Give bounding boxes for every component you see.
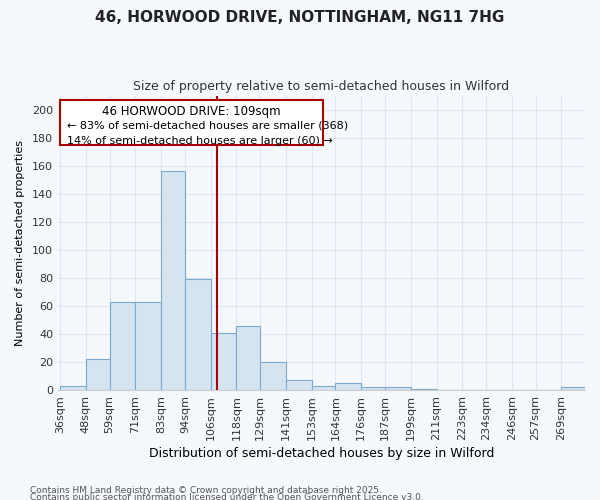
Bar <box>411 389 437 390</box>
Bar <box>110 302 136 390</box>
FancyBboxPatch shape <box>60 100 323 144</box>
Text: ← 83% of semi-detached houses are smaller (368): ← 83% of semi-detached houses are smalle… <box>67 121 347 131</box>
Bar <box>286 380 312 390</box>
Text: 46, HORWOOD DRIVE, NOTTINGHAM, NG11 7HG: 46, HORWOOD DRIVE, NOTTINGHAM, NG11 7HG <box>95 10 505 25</box>
Title: Size of property relative to semi-detached houses in Wilford: Size of property relative to semi-detach… <box>133 80 509 93</box>
Text: 46 HORWOOD DRIVE: 109sqm: 46 HORWOOD DRIVE: 109sqm <box>102 106 281 118</box>
Bar <box>161 172 185 390</box>
Bar <box>260 362 286 390</box>
Bar <box>562 388 587 390</box>
Bar <box>385 388 411 390</box>
Bar <box>136 302 161 390</box>
X-axis label: Distribution of semi-detached houses by size in Wilford: Distribution of semi-detached houses by … <box>149 447 494 460</box>
Bar <box>335 383 361 390</box>
Text: 14% of semi-detached houses are larger (60) →: 14% of semi-detached houses are larger (… <box>67 136 332 146</box>
Bar <box>86 360 110 390</box>
Bar <box>236 326 260 390</box>
Bar <box>211 332 236 390</box>
Bar <box>60 386 86 390</box>
Text: Contains HM Land Registry data © Crown copyright and database right 2025.: Contains HM Land Registry data © Crown c… <box>30 486 382 495</box>
Bar <box>185 280 211 390</box>
Y-axis label: Number of semi-detached properties: Number of semi-detached properties <box>15 140 25 346</box>
Bar <box>361 388 385 390</box>
Bar <box>312 386 335 390</box>
Text: Contains public sector information licensed under the Open Government Licence v3: Contains public sector information licen… <box>30 494 424 500</box>
